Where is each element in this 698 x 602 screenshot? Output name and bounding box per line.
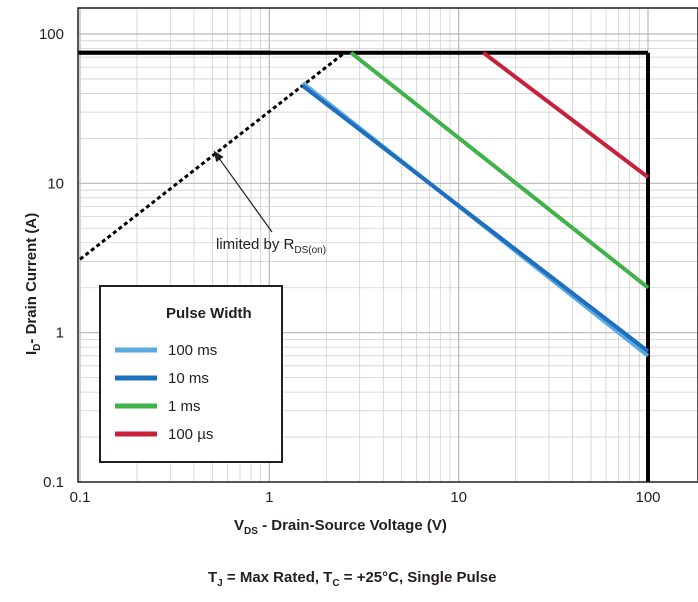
series-line-2 xyxy=(301,84,650,353)
y-axis-title: ID- Drain Current (A) xyxy=(23,213,43,355)
legend: Pulse Width 100 ms 10 ms 1 ms 100 µs xyxy=(99,285,283,463)
y-tick-label: 10 xyxy=(47,175,64,192)
annotation-text: limited by RDS(on) xyxy=(216,236,326,256)
x-tick-label: 1 xyxy=(265,489,273,506)
y-tick-label: 1 xyxy=(56,325,64,342)
legend-label-2: 10 ms xyxy=(168,370,209,387)
boundary-lines xyxy=(78,50,650,482)
plot-frame xyxy=(77,7,698,483)
legend-title: Pulse Width xyxy=(166,305,252,322)
chart-caption: TJ = Max Rated, TC = +25°C, Single Pulse xyxy=(208,569,497,589)
series-lines xyxy=(301,51,650,358)
legend-label-4: 100 µs xyxy=(168,426,213,443)
y-tick-label: 100 xyxy=(39,26,64,43)
legend-items: 100 ms 10 ms 1 ms 100 µs xyxy=(115,342,217,443)
annotation: limited by RDS(on) xyxy=(213,150,326,256)
annotation-arrowhead xyxy=(213,150,224,163)
y-tick-label: 0.1 xyxy=(43,474,64,491)
x-axis-title: VDS - Drain-Source Voltage (V) xyxy=(234,517,447,537)
tick-labels: 0.1 1 10 100 0.1 1 10 100 xyxy=(39,26,661,506)
series-line-4 xyxy=(482,51,650,179)
series-line-3 xyxy=(349,51,650,290)
legend-label-1: 100 ms xyxy=(168,342,217,359)
x-tick-label: 100 xyxy=(635,489,660,506)
x-tick-label: 0.1 xyxy=(70,489,91,506)
annotation-arrow xyxy=(217,156,273,233)
x-tick-label: 10 xyxy=(450,489,467,506)
legend-label-3: 1 ms xyxy=(168,398,201,415)
